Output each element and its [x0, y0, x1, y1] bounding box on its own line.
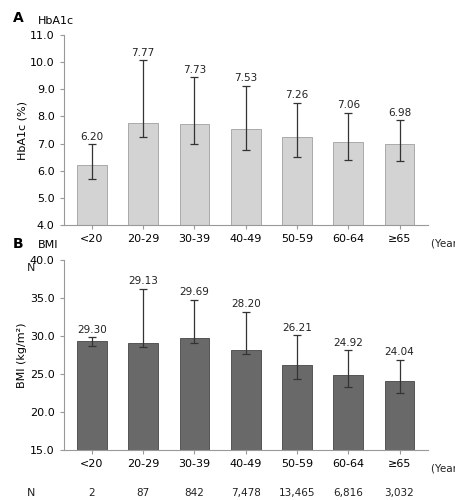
Y-axis label: HbA1c (%): HbA1c (%) — [17, 100, 27, 160]
Text: A: A — [13, 12, 24, 26]
Text: 842: 842 — [184, 488, 204, 498]
Text: B: B — [13, 236, 23, 250]
Text: 7.53: 7.53 — [234, 74, 258, 84]
Bar — [77, 342, 107, 450]
Text: 24.92: 24.92 — [334, 338, 363, 347]
Text: 13,465: 13,465 — [279, 488, 315, 498]
Bar — [180, 338, 209, 450]
Bar — [77, 166, 107, 225]
Bar — [334, 374, 363, 450]
Text: 6.98: 6.98 — [388, 108, 411, 118]
Text: 6.20: 6.20 — [81, 132, 103, 142]
Bar — [334, 142, 363, 225]
Text: 7.06: 7.06 — [337, 100, 360, 110]
Text: 6,816: 6,816 — [334, 488, 363, 498]
Text: 87: 87 — [136, 488, 150, 498]
Text: N: N — [27, 263, 35, 273]
Text: HbA1c: HbA1c — [38, 16, 74, 26]
Text: N: N — [27, 488, 35, 498]
Text: 842: 842 — [184, 263, 204, 273]
Bar — [128, 122, 158, 225]
Text: 7,478: 7,478 — [231, 263, 261, 273]
Bar — [231, 350, 261, 450]
Text: 7.73: 7.73 — [183, 65, 206, 75]
Text: 2: 2 — [89, 488, 95, 498]
Bar — [231, 129, 261, 225]
Text: 28.20: 28.20 — [231, 300, 261, 310]
Text: 2: 2 — [89, 263, 95, 273]
Text: 13,465: 13,465 — [279, 263, 315, 273]
Text: 26.21: 26.21 — [282, 323, 312, 333]
Text: BMI: BMI — [38, 240, 59, 250]
Bar — [282, 365, 312, 450]
Text: (Years old): (Years old) — [431, 464, 455, 473]
Text: 7.77: 7.77 — [131, 48, 155, 58]
Text: 87: 87 — [136, 263, 150, 273]
Y-axis label: BMI (kg/m²): BMI (kg/m²) — [17, 322, 27, 388]
Text: 29.69: 29.69 — [179, 288, 209, 298]
Bar — [180, 124, 209, 225]
Text: 24.04: 24.04 — [384, 348, 415, 358]
Bar — [282, 136, 312, 225]
Text: 6,816: 6,816 — [334, 263, 363, 273]
Text: 7.26: 7.26 — [285, 90, 308, 101]
Text: 3,032: 3,032 — [384, 263, 415, 273]
Bar — [384, 382, 415, 450]
Bar — [384, 144, 415, 225]
Text: 3,032: 3,032 — [384, 488, 415, 498]
Bar — [128, 342, 158, 450]
Text: 29.30: 29.30 — [77, 325, 107, 335]
Text: (Years old): (Years old) — [431, 238, 455, 248]
Text: 29.13: 29.13 — [128, 276, 158, 286]
Text: 7,478: 7,478 — [231, 488, 261, 498]
